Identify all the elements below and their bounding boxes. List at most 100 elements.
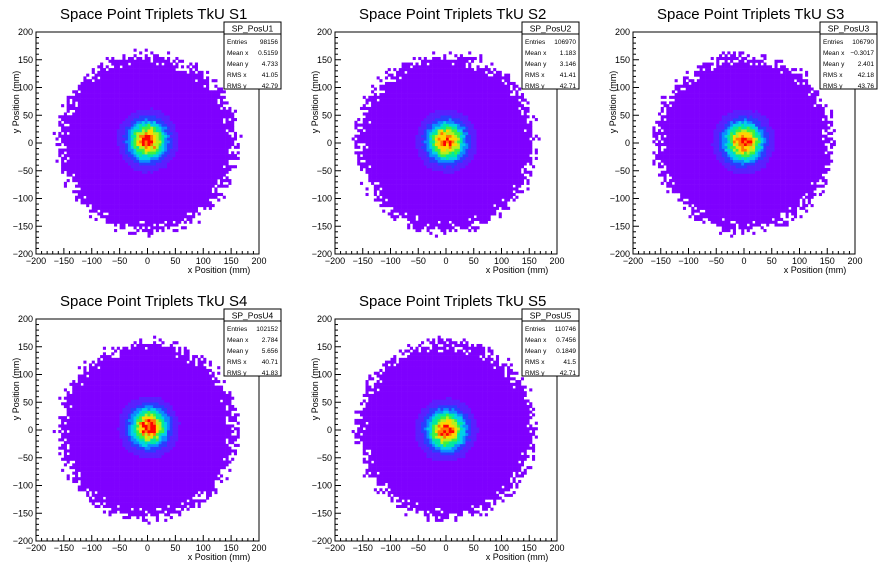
heatmap-cell [108,170,112,174]
heatmap-cell [418,106,422,110]
heatmap-cell [119,93,123,97]
heatmap-cell [153,198,157,202]
heatmap-cell [105,217,109,221]
heatmap-cell [161,204,165,208]
heatmap-cell [440,101,444,105]
heatmap-cell [393,115,397,119]
heatmap-cell [125,123,129,127]
heatmap-cell [97,87,101,91]
heatmap-cell [55,137,59,141]
heatmap-cell [390,118,394,122]
heatmap-cell [412,120,416,124]
heatmap-cell [108,209,112,213]
heatmap-cell [88,129,93,133]
heatmap-cell [100,90,104,94]
heatmap-cell [354,120,358,124]
heatmap-cell [429,209,433,213]
heatmap-cell [222,140,226,144]
heatmap-cell [404,84,408,88]
heatmap-cell [208,101,212,105]
heatmap-cell [409,167,413,172]
heatmap-cell [119,176,123,180]
heatmap-cell [412,165,416,169]
heatmap-cell [69,156,73,160]
heatmap-cell [150,151,154,155]
heatmap-cell [396,195,400,199]
heatmap-cell [108,148,112,152]
heatmap-cell [446,151,450,155]
heatmap-cell [114,93,118,97]
heatmap-cell [211,145,215,149]
heatmap-cell [451,87,455,91]
heatmap-cell [108,143,112,147]
heatmap-cell [147,184,151,188]
heatmap-cell [116,170,120,174]
heatmap-cell [183,165,187,169]
heatmap-cell [167,84,171,88]
heatmap-cell [169,217,173,221]
heatmap-cell [158,90,162,94]
heatmap-cell [206,79,210,83]
heatmap-cell [437,156,441,160]
heatmap-cell [75,179,79,183]
heatmap-cell [192,190,196,194]
heatmap-cell [426,151,430,155]
heatmap-cell [434,73,438,77]
heatmap-cell [150,145,154,149]
heatmap-cell [434,101,438,105]
heatmap-cell [418,137,422,141]
y-tick-label: −200 [13,249,33,259]
heatmap-cell [136,181,140,185]
heatmap-cell [122,115,126,119]
heatmap-cell [393,118,397,122]
heatmap-cell [443,104,447,108]
heatmap-cell [390,76,394,80]
heatmap-cell [169,212,173,216]
heatmap-cell [155,145,159,149]
heatmap-cell [116,109,120,113]
heatmap-cell [133,84,137,88]
heatmap-cell [108,118,112,122]
heatmap-cell [97,93,101,97]
heatmap-cell [125,217,129,221]
heatmap-cell [72,134,76,138]
heatmap-cell [393,156,397,160]
heatmap-cell [125,98,129,102]
heatmap-cell [161,162,165,166]
heatmap-cell [169,143,173,147]
heatmap-cell [127,131,132,135]
heatmap-cell [421,167,425,172]
heatmap-cell [194,87,198,91]
heatmap-cell [194,190,198,194]
heatmap-cell [412,98,416,102]
heatmap-cell [116,217,120,221]
heatmap-cell [379,118,383,122]
heatmap-cell [164,134,168,138]
heatmap-cell [429,212,433,216]
heatmap-cell [186,154,190,158]
heatmap-cell [398,151,402,155]
heatmap-cell [102,123,106,127]
heatmap-cell [437,115,441,119]
heatmap-cell [434,195,438,199]
heatmap-cell [150,93,154,97]
heatmap-cell [183,131,187,135]
heatmap-cell [451,209,455,213]
heatmap-cell [231,154,235,158]
heatmap-cell [233,156,237,160]
heatmap-cell [83,162,87,166]
heatmap-cell [155,223,159,227]
heatmap-cell [127,173,132,177]
heatmap-cell [421,87,425,91]
heatmap-cell [384,192,389,197]
heatmap-cell [105,137,109,141]
heatmap-cell [432,201,436,205]
heatmap-cell [172,148,176,152]
heatmap-cell [418,201,422,205]
heatmap-cell [387,137,391,141]
heatmap-cell [61,134,65,138]
heatmap-cell [382,154,386,158]
heatmap-cell [169,145,173,149]
heatmap-cell [97,212,101,216]
heatmap-cell [217,159,221,163]
